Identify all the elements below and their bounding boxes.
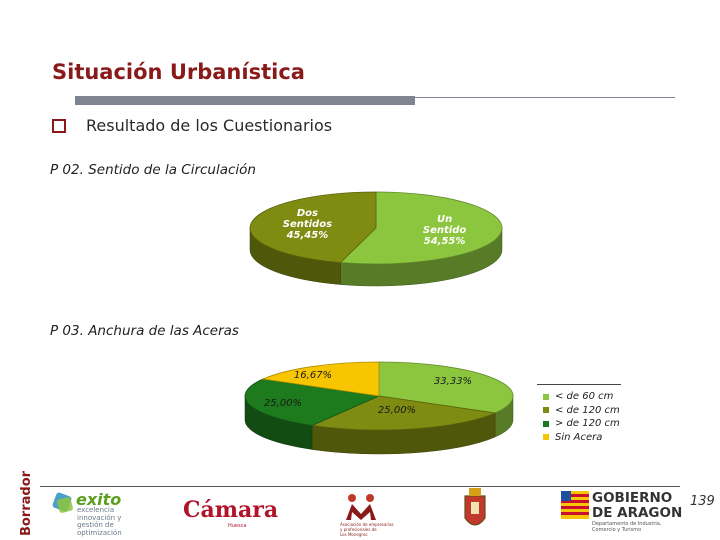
legend-label: Sin Acera (555, 431, 603, 443)
bullet-square-icon (52, 119, 66, 133)
pie-slice-3 (261, 361, 380, 397)
borrador-text: Borrador (19, 470, 35, 537)
legend-label: > de 120 cm (555, 418, 620, 430)
legend-item: < de 120 cm (543, 404, 620, 418)
mujeres-logo-icon (346, 494, 376, 520)
gobierno-line: DE ARAGON (592, 505, 683, 521)
slice-value-label-1: 25,00% (378, 405, 416, 416)
section-subtitle: Resultado de los Cuestionarios (86, 116, 333, 135)
mujeres-sub-line: Asociación de empresarias (340, 522, 394, 527)
legend-item: < de 60 cm (543, 390, 620, 404)
legend-item: Sin Acera (543, 431, 620, 445)
pie-slice-1 (310, 395, 497, 431)
legend-divider (537, 384, 621, 385)
legend-swatch (543, 393, 549, 400)
chart1-pie: Un Sentido 54,55% Dos Sentidos 45,45% (249, 191, 503, 287)
footer-divider (40, 486, 680, 487)
pie-slice-2 (244, 378, 381, 426)
gobierno-line: GOBIERNO (592, 490, 673, 506)
gobierno-logo-text: GOBIERNO DE ARAGON (592, 491, 682, 521)
exito-sub-line: innovación y (77, 513, 122, 522)
exito-sub-line: excelencia (77, 506, 115, 514)
mujeres-logo-subtitle: Asociación de empresarias y profesionale… (340, 522, 394, 537)
page-title: Situación Urbanística (52, 60, 305, 84)
slice-value-label-2: 25,00% (264, 398, 302, 409)
title-underline-rule (75, 97, 675, 98)
mujeres-sub-line: Los Monegros (340, 532, 368, 537)
exito-logo-icon (52, 492, 73, 513)
slice-value-label-0: 33,33% (434, 376, 472, 387)
legend-swatch (543, 407, 549, 414)
exito-sub-line: gestión de (77, 521, 114, 529)
pie-slice-0 (378, 361, 514, 414)
gobierno-logo-subtitle: Departamento de Industria, Comercio y Tu… (592, 521, 661, 533)
legend-swatch (543, 420, 549, 427)
aragon-flag-icon (561, 491, 589, 519)
mujeres-sub-line: y profesionales de (340, 527, 377, 532)
chart2-pie: 33,33% 25,00% 25,00% 16,67% (244, 361, 514, 455)
page-number: 139 (690, 494, 715, 509)
gobierno-sub-line: Comercio y Turismo (592, 527, 642, 533)
exito-sub-line: optimización (77, 528, 122, 537)
exito-logo-text: exito (76, 490, 122, 509)
camara-logo-text: Cámara (183, 497, 279, 523)
slice-label-1: Dos Sentidos 45,45% (283, 208, 332, 241)
slice-value-label-3: 16,67% (294, 370, 332, 381)
title-underline-bar (75, 96, 415, 105)
question-p03-label: P 03. Anchura de las Aceras (50, 323, 239, 339)
borrador-watermark: Borrador (8, 471, 34, 536)
chart2-legend: < de 60 cm < de 120 cm > de 120 cm Sin Acer… (543, 390, 620, 444)
legend-label: < de 60 cm (555, 391, 614, 403)
pie-slice-0 (339, 191, 503, 265)
legend-swatch (543, 434, 549, 441)
question-p02-label: P 02. Sentido de la Circulación (50, 162, 256, 178)
coat-of-arms-icon (464, 488, 486, 526)
legend-item: > de 120 cm (543, 417, 620, 431)
camara-logo-subtitle: Huesca (228, 523, 247, 529)
pie-slice-1 (249, 191, 377, 263)
slice-label-0: Un Sentido 54,55% (423, 214, 466, 247)
legend-label: < de 120 cm (555, 404, 620, 416)
gobierno-sub-line: Departamento de Industria, (592, 521, 662, 527)
exito-logo-subtitle: excelencia innovación y gestión de optim… (77, 506, 122, 537)
